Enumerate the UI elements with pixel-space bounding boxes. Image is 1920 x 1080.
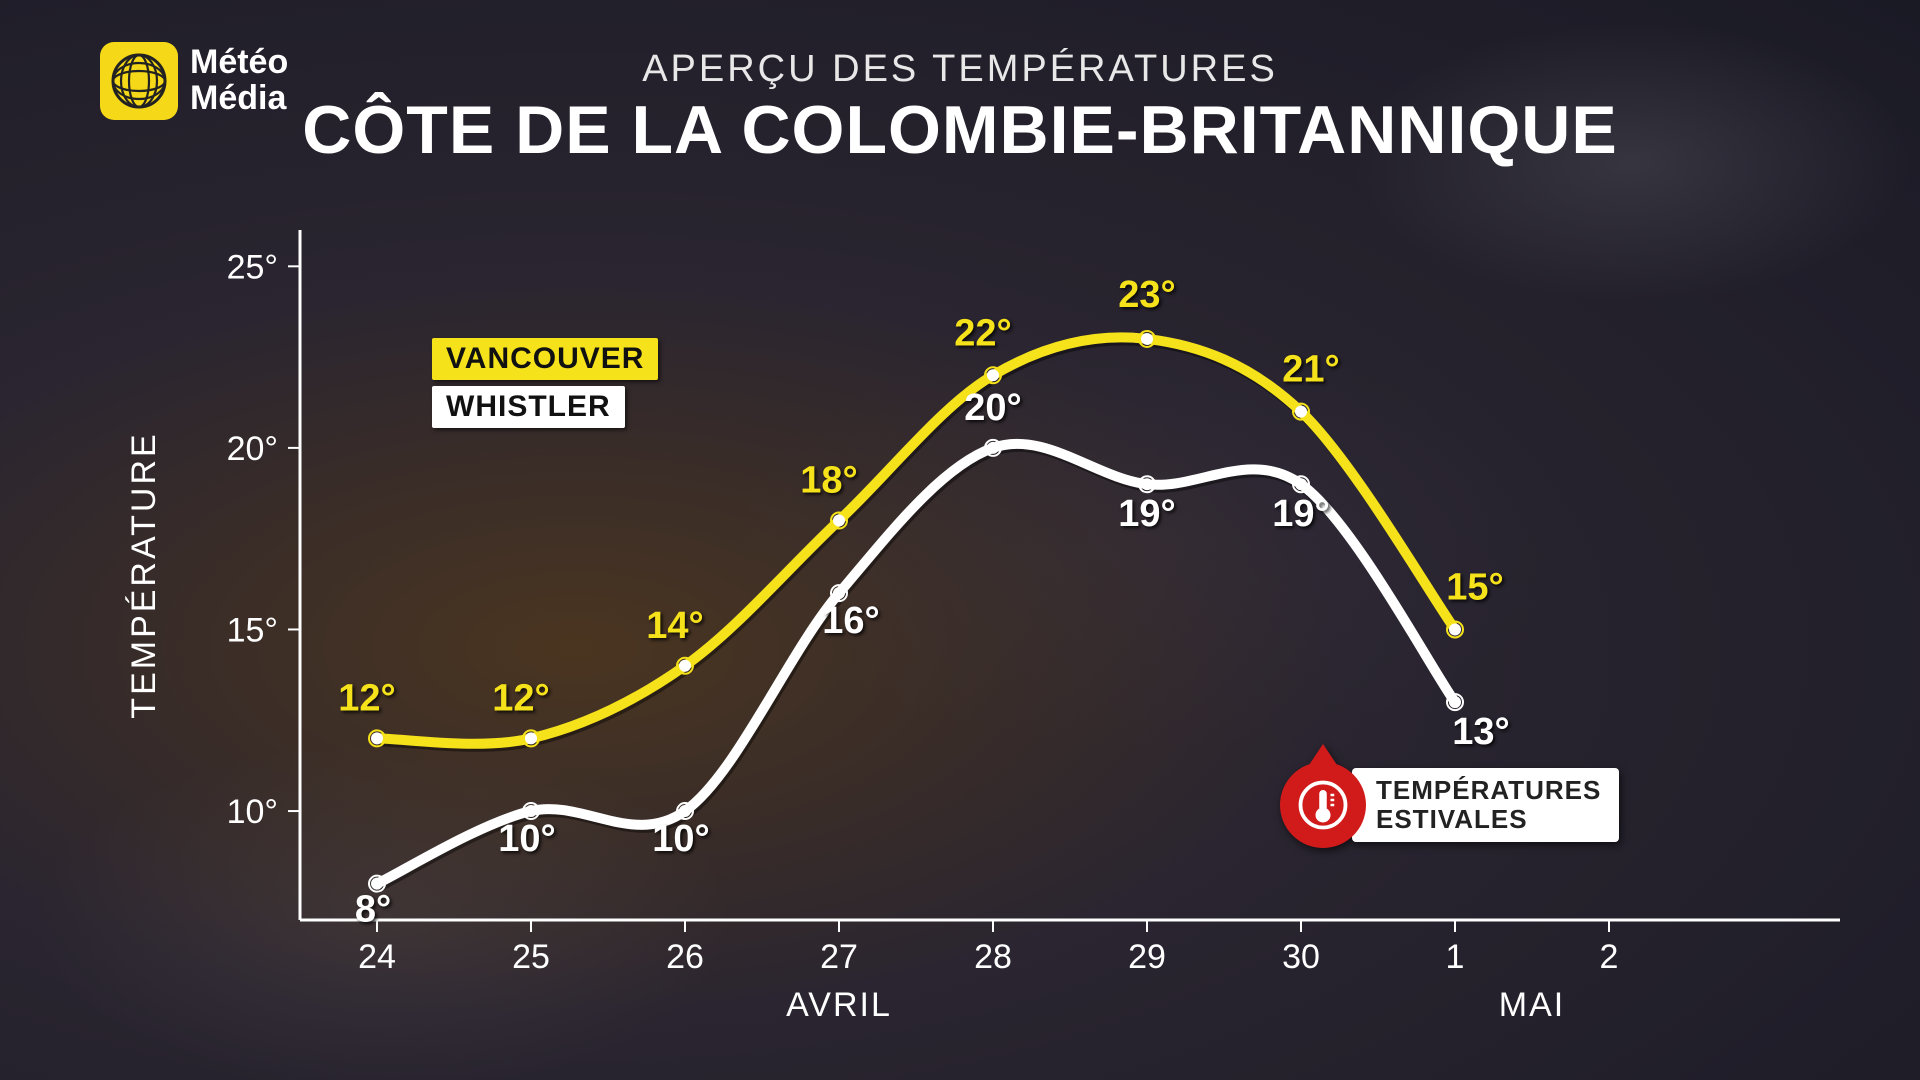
svg-text:14°: 14° [646, 605, 703, 647]
svg-text:2: 2 [1600, 938, 1619, 976]
svg-text:15°: 15° [1446, 566, 1503, 608]
svg-text:27: 27 [820, 938, 858, 976]
svg-text:23°: 23° [1118, 274, 1175, 316]
svg-text:10°: 10° [227, 793, 278, 831]
svg-text:20°: 20° [964, 387, 1021, 429]
svg-text:MAI: MAI [1499, 986, 1565, 1024]
svg-text:25°: 25° [227, 248, 278, 286]
thermometer-icon [1280, 762, 1366, 848]
svg-text:8°: 8° [355, 889, 391, 931]
svg-text:29: 29 [1128, 938, 1166, 976]
svg-text:13°: 13° [1452, 711, 1509, 753]
svg-text:12°: 12° [338, 677, 395, 719]
svg-text:15°: 15° [227, 611, 278, 649]
summer-temperatures-callout: TEMPÉRATURES ESTIVALES [1280, 762, 1619, 848]
callout-text: TEMPÉRATURES ESTIVALES [1352, 768, 1619, 841]
svg-text:18°: 18° [800, 460, 857, 502]
svg-text:19°: 19° [1118, 493, 1175, 535]
svg-text:TEMPÉRATURE: TEMPÉRATURE [125, 431, 163, 718]
svg-text:26: 26 [666, 938, 704, 976]
svg-text:19°: 19° [1272, 493, 1329, 535]
svg-text:16°: 16° [822, 600, 879, 642]
svg-text:25: 25 [512, 938, 550, 976]
svg-text:30: 30 [1282, 938, 1320, 976]
callout-line1: TEMPÉRATURES [1376, 776, 1601, 805]
svg-text:20°: 20° [227, 430, 278, 468]
svg-text:12°: 12° [492, 677, 549, 719]
svg-text:28: 28 [974, 938, 1012, 976]
svg-text:10°: 10° [652, 818, 709, 860]
svg-text:AVRIL: AVRIL [786, 986, 892, 1024]
svg-text:22°: 22° [954, 312, 1011, 354]
callout-line2: ESTIVALES [1376, 805, 1601, 834]
svg-text:24: 24 [358, 938, 396, 976]
svg-text:1: 1 [1446, 938, 1465, 976]
temperature-chart: 10° 15° 20° 25° 24 25 26 27 28 29 30 1 2 AVRIL MAI TEMP… [0, 0, 1920, 1080]
svg-text:21°: 21° [1282, 349, 1339, 391]
svg-text:10°: 10° [498, 818, 555, 860]
